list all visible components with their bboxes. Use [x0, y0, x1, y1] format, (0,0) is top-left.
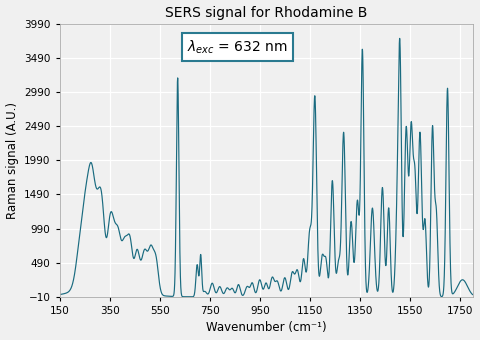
Text: $\lambda_{exc}$ = 632 nm: $\lambda_{exc}$ = 632 nm — [187, 38, 288, 56]
Title: SERS signal for Rhodamine B: SERS signal for Rhodamine B — [165, 5, 367, 20]
Y-axis label: Raman signal (A.U.): Raman signal (A.U.) — [6, 102, 19, 219]
X-axis label: Wavenumber (cm⁻¹): Wavenumber (cm⁻¹) — [206, 321, 326, 335]
